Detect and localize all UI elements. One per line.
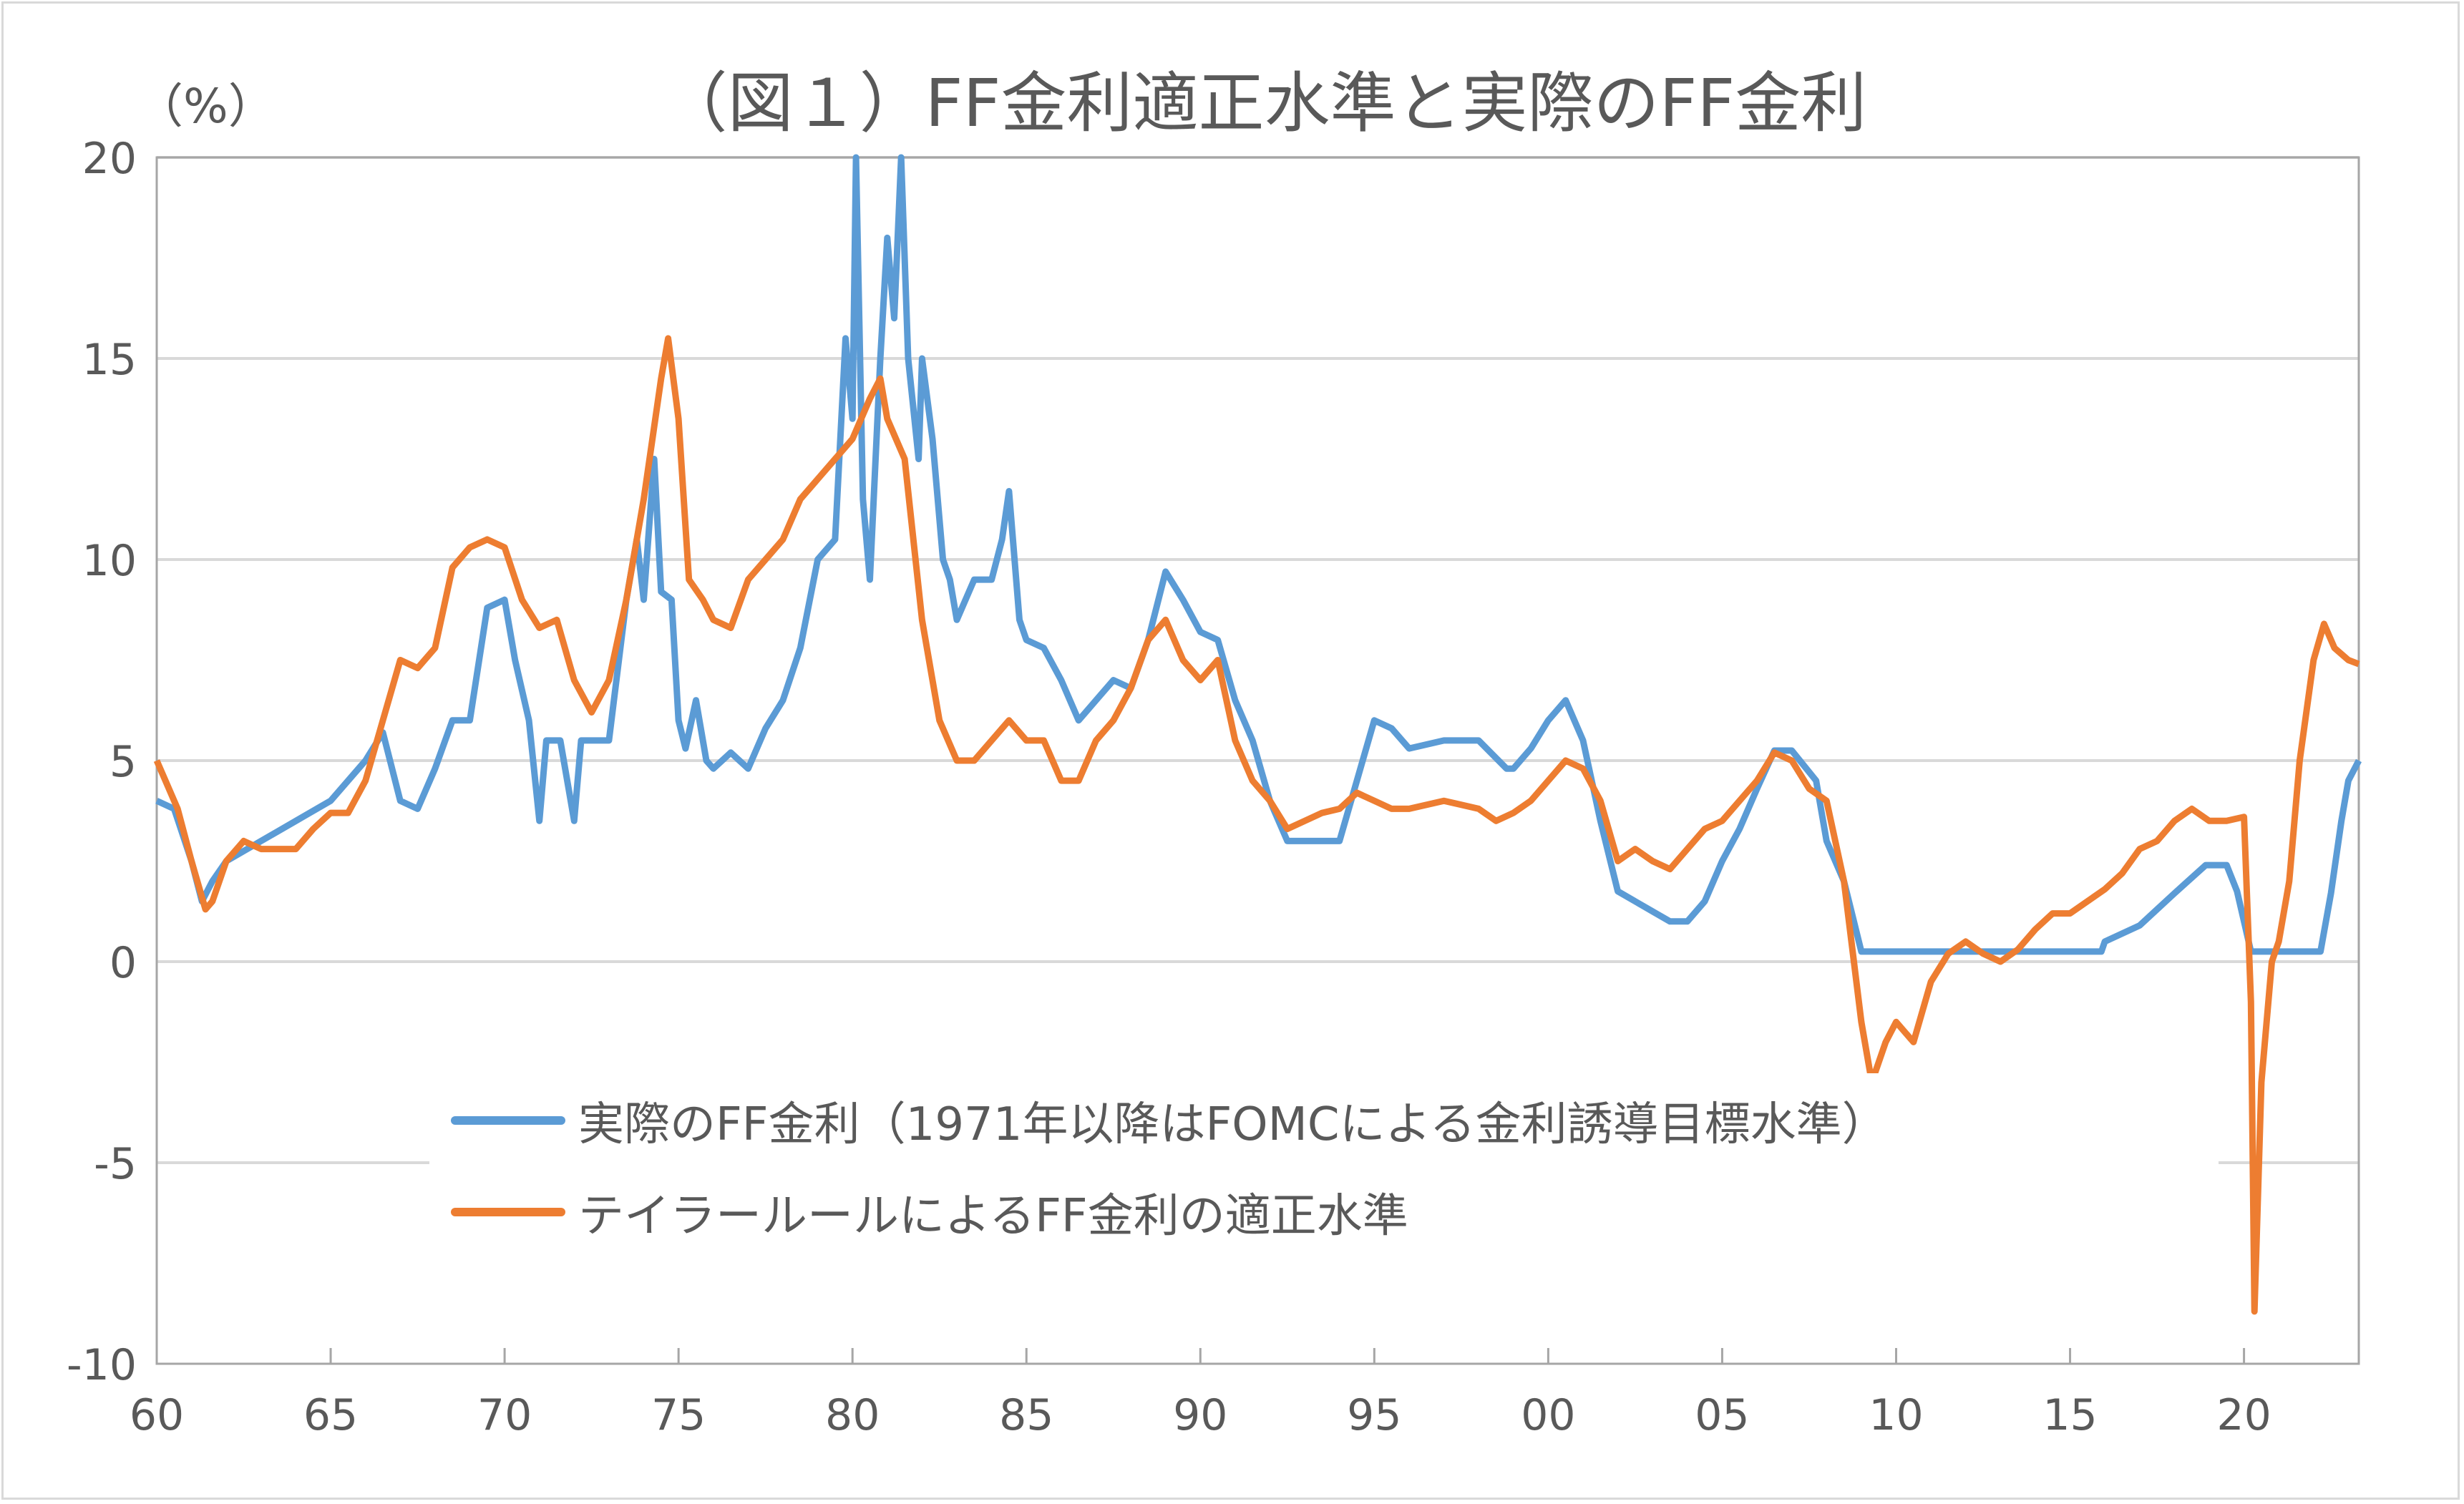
- x-tick-label: 95: [1347, 1390, 1401, 1440]
- series-line-actual-ff-rate: [155, 154, 2362, 955]
- y-tick-label: 15: [82, 335, 137, 385]
- x-tick-label: 70: [477, 1390, 532, 1440]
- legend-item-taylor-rule: テイラールールによるFF金利の適正水準: [451, 1179, 1408, 1245]
- y-axis-unit: （%）: [136, 79, 276, 134]
- legend-swatch-blue: [451, 1116, 565, 1125]
- x-tick-label: 85: [999, 1390, 1053, 1440]
- x-tick-label: 75: [651, 1390, 706, 1440]
- legend-item-actual-ff: 実際のFF金利（1971年以降はFOMCによる金利誘導目標水準）: [451, 1088, 1888, 1153]
- y-tick-label: 10: [82, 536, 137, 586]
- y-tick-label: 0: [109, 938, 137, 988]
- legend-label: テイラールールによるFF金利の適正水準: [578, 1190, 1408, 1243]
- y-tick-label: -10: [67, 1340, 137, 1390]
- legend: 実際のFF金利（1971年以降はFOMCによる金利誘導目標水準） テイラールール…: [429, 1073, 2219, 1266]
- chart-title: （図１）FF金利適正水準と実際のFF金利: [661, 65, 1867, 142]
- x-tick-label: 80: [825, 1390, 880, 1440]
- y-tick-label: 5: [109, 737, 137, 787]
- x-tick-label: 90: [1173, 1390, 1227, 1440]
- series-line-taylor-rule-rate: [153, 335, 2360, 1315]
- x-tick-label: 05: [1695, 1390, 1749, 1440]
- legend-swatch-orange: [451, 1208, 565, 1216]
- y-tick-label: 20: [82, 134, 137, 184]
- x-tick-label: 60: [130, 1390, 184, 1440]
- legend-label: 実際のFF金利（1971年以降はFOMCによる金利誘導目標水準）: [578, 1098, 1888, 1151]
- y-tick-label: -5: [94, 1139, 137, 1189]
- x-tick-label: 15: [2042, 1390, 2097, 1440]
- x-tick-label: 65: [303, 1390, 358, 1440]
- x-tick-label: 20: [2216, 1390, 2271, 1440]
- x-tick-label: 00: [1521, 1390, 1575, 1440]
- x-tick-label: 10: [1869, 1390, 1923, 1440]
